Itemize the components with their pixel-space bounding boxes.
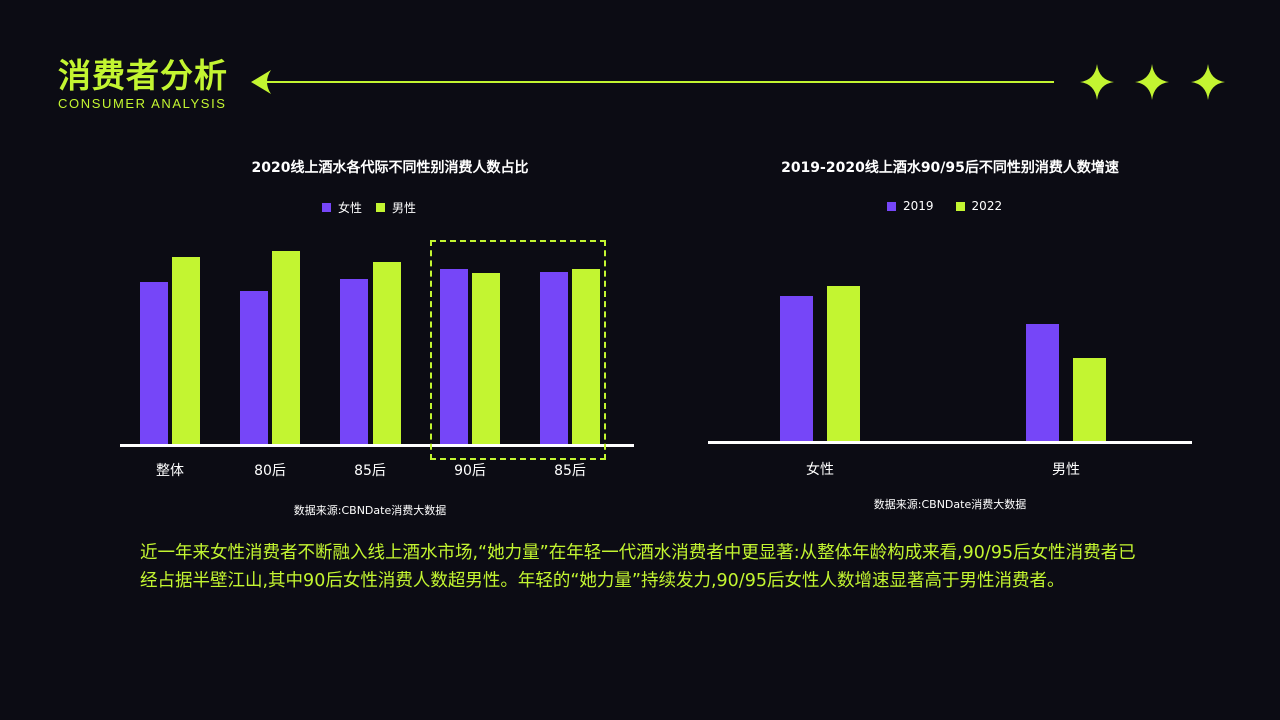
bar-male-overall [172, 257, 200, 445]
legend-item-2022: 2022 [955, 199, 1003, 213]
bar-2019-female [780, 296, 813, 442]
header-divider-line [262, 81, 1054, 83]
right-chart-x-axis [708, 441, 1192, 444]
bar-male-85s-2 [572, 269, 600, 445]
legend-item-2019: 2019 [887, 199, 934, 213]
bar-female-90s [440, 269, 468, 445]
highlight-dashed-box [430, 240, 606, 460]
legend-label: 2022 [971, 199, 1003, 213]
legend-item-male: 男性 [376, 199, 416, 216]
sparkle-star-icon [1080, 64, 1114, 100]
x-label: 整体 [156, 463, 184, 479]
legend-label: 女性 [338, 201, 363, 215]
bar-male-90s [472, 273, 500, 445]
sparkle-star-icon [1135, 64, 1169, 100]
bar-2022-male [1073, 358, 1106, 442]
stars-decoration [1080, 64, 1230, 100]
legend-label: 男性 [392, 201, 417, 215]
page-title: 消费者分析 [58, 56, 228, 95]
x-label: 男性 [1052, 462, 1080, 478]
left-chart-legend: 女性 男性 [322, 199, 422, 216]
bar-female-overall [140, 282, 168, 445]
right-chart-source: 数据来源:CBNDate消费大数据 [873, 498, 1027, 511]
x-label: 90后 [454, 463, 486, 479]
bar-2019-male [1026, 324, 1059, 442]
bar-female-85s [340, 279, 368, 445]
left-chart-title: 2020线上酒水各代际不同性别消费人数占比 [251, 160, 529, 176]
legend-swatch-green [955, 201, 965, 211]
x-label: 80后 [254, 463, 286, 479]
left-chart-x-axis [120, 444, 634, 447]
x-label: 85后 [354, 463, 386, 479]
bar-2022-female [827, 286, 860, 442]
arrow-left-icon [251, 70, 271, 94]
left-chart-plot [120, 220, 634, 445]
summary-paragraph: 近一年来女性消费者不断融入线上酒水市场,“她力量”在年轻一代酒水消费者中更显著:… [140, 543, 1136, 591]
bar-female-85s-2 [540, 272, 568, 445]
x-label: 85后 [554, 463, 586, 479]
left-chart-source: 数据来源:CBNDate消费大数据 [293, 504, 447, 517]
bar-male-80s [272, 251, 300, 445]
right-chart-title: 2019-2020线上酒水90/95后不同性别消费人数增速 [781, 160, 1119, 176]
x-label: 女性 [806, 462, 834, 478]
right-chart-legend: 2019 2022 [887, 199, 1008, 213]
legend-swatch-green [376, 203, 386, 212]
page-subtitle: CONSUMER ANALYSIS [58, 96, 227, 111]
legend-swatch-purple [887, 201, 896, 211]
legend-item-female: 女性 [322, 199, 362, 216]
right-chart-plot [708, 230, 1192, 442]
bar-female-80s [240, 291, 268, 445]
legend-swatch-purple [322, 203, 331, 212]
sparkle-star-icon [1191, 64, 1225, 100]
legend-label: 2019 [903, 199, 934, 213]
bar-male-85s [373, 262, 401, 445]
